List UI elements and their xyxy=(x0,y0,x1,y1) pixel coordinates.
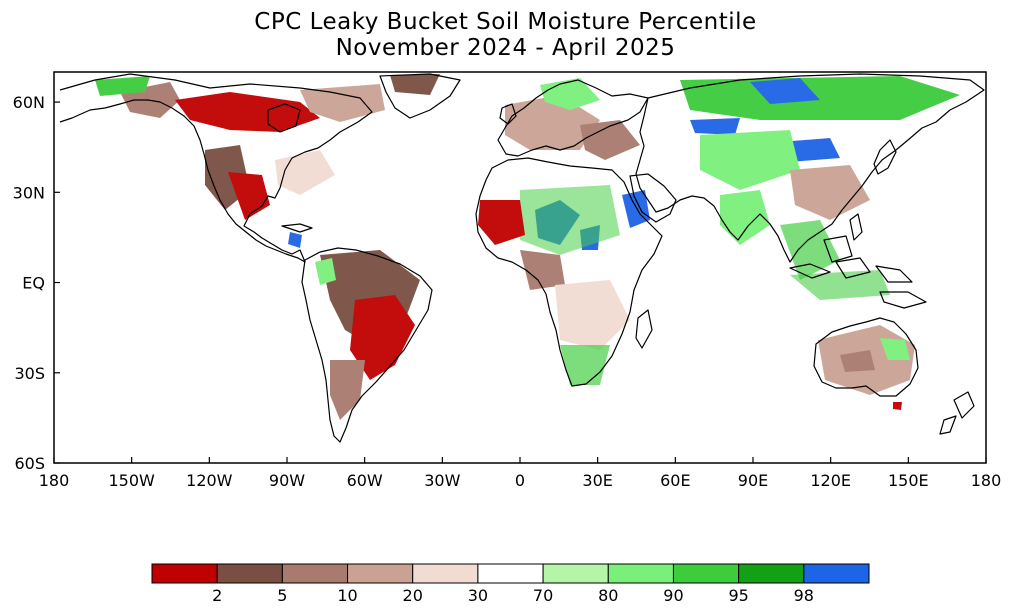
patch-colombia-green xyxy=(315,258,336,285)
x-tick-label: 90W xyxy=(269,471,305,490)
patch-central-africa xyxy=(555,280,630,350)
legend-color-box xyxy=(542,563,609,584)
patch-se-asia-green xyxy=(780,220,840,280)
patch-arctic-green xyxy=(95,76,150,96)
patch-east-europe xyxy=(580,120,640,160)
coast-asia xyxy=(635,73,985,263)
coast-arabia xyxy=(629,173,677,223)
coast-japan xyxy=(873,139,897,175)
patch-canada-mixed xyxy=(300,84,385,122)
coast-philippines xyxy=(849,213,863,241)
coast-new-zealand xyxy=(939,391,975,435)
legend-label: 2 xyxy=(212,586,222,605)
legend-label: 90 xyxy=(663,586,683,605)
coast-madagascar xyxy=(635,309,653,349)
patch-west-africa-red xyxy=(478,200,525,245)
y-tick-label: 60S xyxy=(14,454,45,473)
legend-color-box xyxy=(607,563,674,584)
x-tick-label: 150E xyxy=(888,471,929,490)
legend-labels: 2 5 10 20 30 70 80 90 95 98 xyxy=(212,586,814,605)
x-tick-label: 0 xyxy=(515,471,525,490)
patch-kazakh-blue xyxy=(690,118,740,135)
x-tick-label: 30W xyxy=(424,471,460,490)
patch-china-mixed xyxy=(790,165,870,220)
legend-color-box xyxy=(738,563,805,584)
patch-siberia-green xyxy=(680,76,960,120)
coast-africa xyxy=(475,157,663,387)
legend-label: 95 xyxy=(728,586,748,605)
percentile-overlay xyxy=(95,74,960,420)
coast-britain xyxy=(499,103,517,125)
x-tick-label: 150W xyxy=(108,471,155,490)
patch-brazil-red xyxy=(350,295,415,380)
coast-south-america xyxy=(301,247,433,443)
coast-north-america xyxy=(59,73,373,263)
legend-color-box xyxy=(477,563,544,584)
x-tick-label: 180 xyxy=(39,471,70,490)
patch-caribbean-blue xyxy=(288,232,302,248)
patch-gulf-guinea xyxy=(520,250,565,290)
coast-indonesia xyxy=(789,257,913,283)
patch-india-green xyxy=(720,190,770,245)
y-tick-label: 30N xyxy=(13,183,45,202)
legend-color-box xyxy=(803,563,870,584)
x-tick-label: 120E xyxy=(810,471,851,490)
coast-new-guinea xyxy=(879,291,927,309)
patch-siberia-blue xyxy=(750,78,820,104)
patch-sa-south xyxy=(330,360,365,420)
x-tick-label: 90E xyxy=(738,471,768,490)
axis-ticks: 180 150W 120W 90W 60W 30W 0 30E 60E 90E 120E 150E 18… xyxy=(13,93,1002,490)
legend-label: 30 xyxy=(468,586,488,605)
legend-color-box xyxy=(281,563,349,584)
x-tick-label: 180 xyxy=(971,471,1002,490)
x-tick-label: 60W xyxy=(347,471,383,490)
legend-label: 98 xyxy=(794,586,814,605)
coast-greenland xyxy=(379,73,461,119)
legend-label: 10 xyxy=(337,586,357,605)
legend-label: 80 xyxy=(598,586,618,605)
patch-tasmania-red xyxy=(893,402,902,410)
coast-borneo xyxy=(823,235,853,263)
patch-arabia-blue xyxy=(622,190,650,228)
patch-greenland-n xyxy=(390,74,440,95)
patch-south-africa xyxy=(560,345,610,385)
legend-color-boxes xyxy=(151,563,870,584)
legend-color-box xyxy=(216,563,283,584)
y-tick-label: EQ xyxy=(22,274,45,293)
coast-europe xyxy=(497,79,649,157)
legend-color-box xyxy=(412,563,479,584)
patch-australia-green xyxy=(880,338,910,360)
coastlines xyxy=(59,73,985,443)
legend-color-box xyxy=(347,563,414,584)
legend-color-box xyxy=(151,563,218,584)
legend-color-box xyxy=(672,563,740,584)
coast-australia xyxy=(813,317,919,397)
legend-label: 20 xyxy=(403,586,423,605)
map-subtitle: November 2024 - April 2025 xyxy=(335,35,676,61)
x-tick-label: 60E xyxy=(660,471,690,490)
x-tick-label: 30E xyxy=(582,471,612,490)
coast-hudson-bay xyxy=(267,103,301,133)
patch-central-asia-green xyxy=(700,130,800,190)
patch-sahara-green xyxy=(520,185,620,255)
legend-label: 5 xyxy=(277,586,287,605)
legend-label: 70 xyxy=(533,586,553,605)
y-tick-label: 60N xyxy=(13,93,45,112)
coast-cuba xyxy=(281,223,313,233)
map-title: CPC Leaky Bucket Soil Moisture Percentil… xyxy=(254,9,757,35)
y-tick-label: 30S xyxy=(14,364,45,383)
x-tick-label: 120W xyxy=(186,471,233,490)
patch-canada-dry xyxy=(175,92,320,132)
patch-australia-red xyxy=(840,350,875,372)
patch-europe-mixed xyxy=(505,95,600,150)
